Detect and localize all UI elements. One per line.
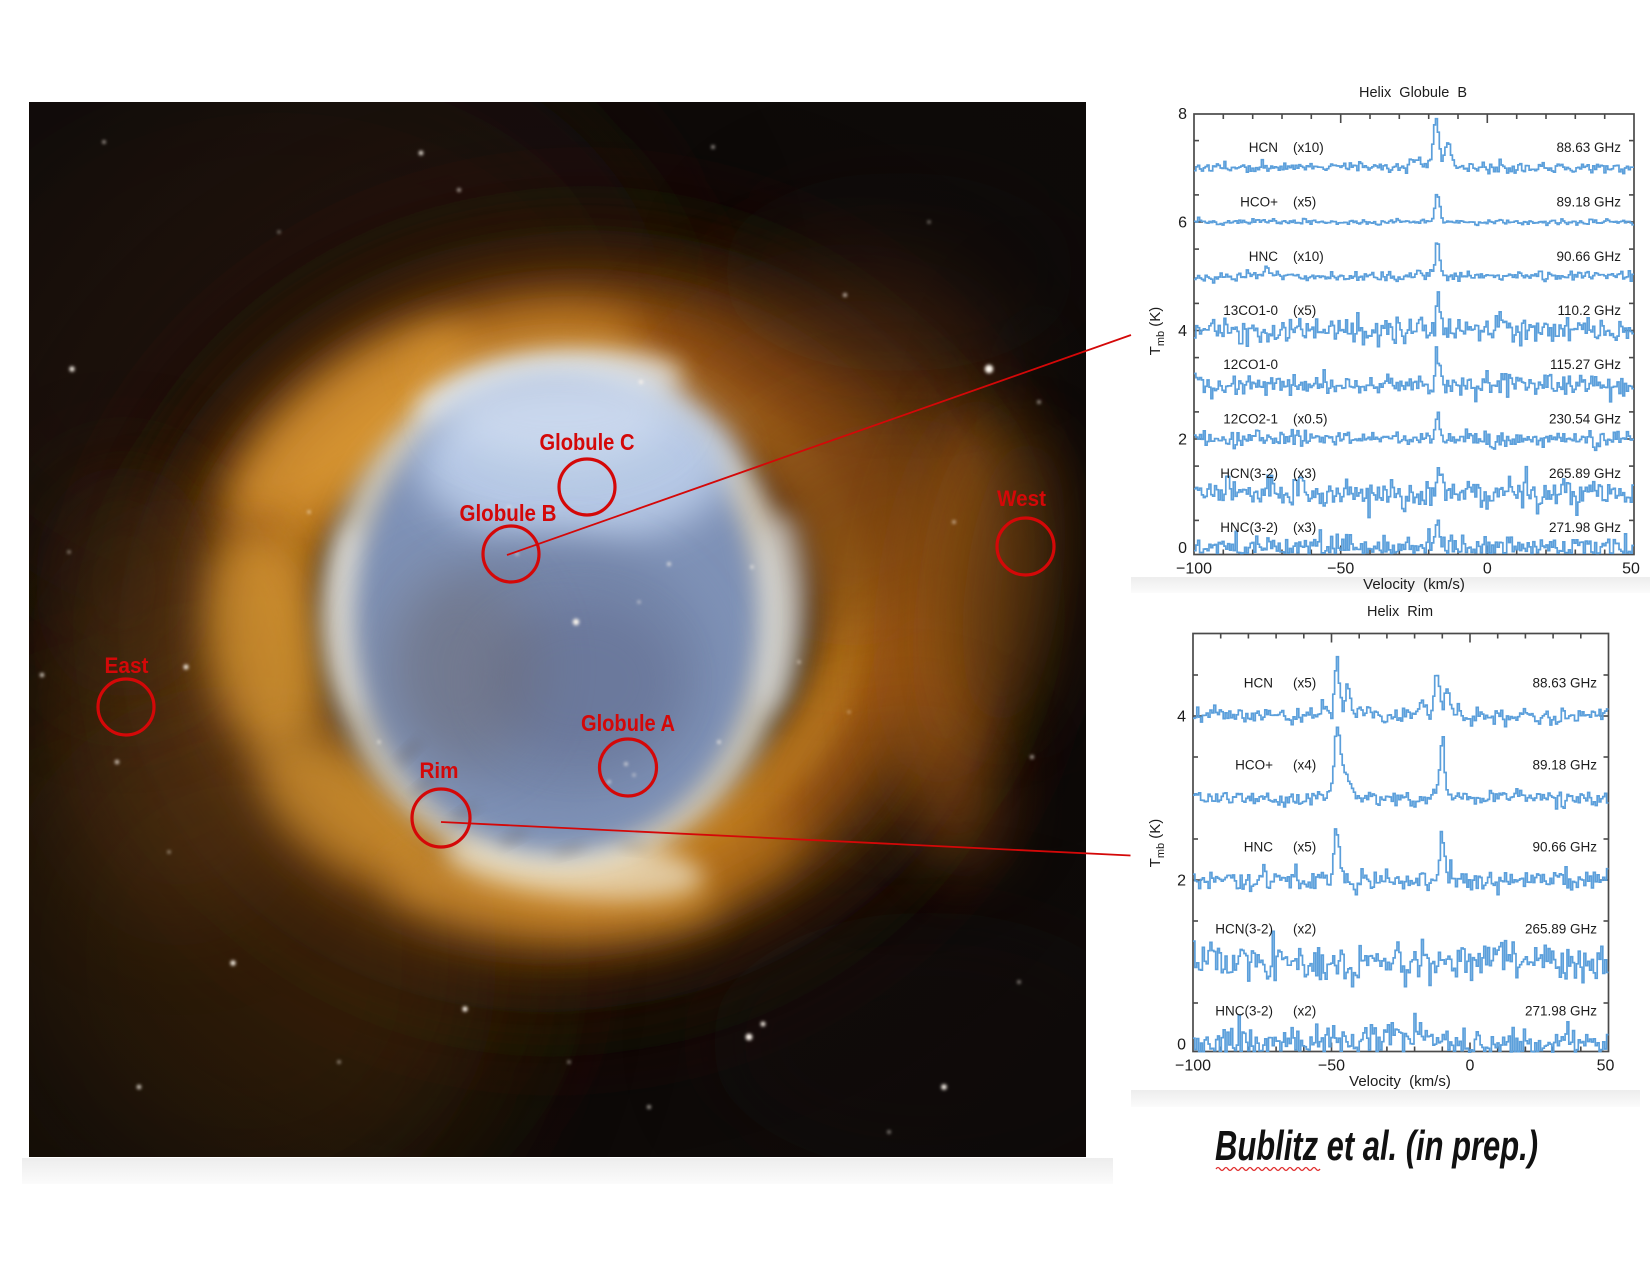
svg-text:88.63 GHz: 88.63 GHz [1556, 140, 1621, 155]
svg-text:Globule A: Globule A [581, 710, 675, 736]
svg-text:0: 0 [1483, 561, 1492, 578]
svg-text:89.18 GHz: 89.18 GHz [1556, 195, 1621, 210]
svg-text:HCN(3-2): HCN(3-2) [1215, 922, 1273, 937]
svg-text:Velocity (km/s): Velocity (km/s) [1349, 1073, 1451, 1090]
svg-text:0: 0 [1178, 540, 1187, 557]
svg-text:HCO+: HCO+ [1240, 195, 1278, 210]
svg-text:(x3): (x3) [1293, 466, 1316, 481]
svg-text:271.98 GHz: 271.98 GHz [1549, 520, 1621, 535]
svg-text:Rim: Rim [420, 758, 459, 783]
svg-text:115.27 GHz: 115.27 GHz [1550, 357, 1621, 372]
svg-text:−50: −50 [1327, 561, 1354, 578]
svg-text:265.89 GHz: 265.89 GHz [1549, 466, 1621, 481]
svg-text:−50: −50 [1318, 1058, 1345, 1075]
svg-text:(x5): (x5) [1293, 676, 1316, 691]
svg-text:265.89 GHz: 265.89 GHz [1525, 922, 1597, 937]
svg-text:2: 2 [1177, 873, 1186, 890]
svg-text:12CO1-0: 12CO1-0 [1223, 357, 1278, 372]
svg-text:88.63 GHz: 88.63 GHz [1532, 676, 1597, 691]
svg-text:HNC: HNC [1244, 840, 1273, 855]
svg-text:HCN(3-2): HCN(3-2) [1220, 466, 1278, 481]
svg-text:(x2): (x2) [1293, 922, 1316, 937]
svg-text:Bublitz et al. (in prep.): Bublitz et al. (in prep.) [1215, 1122, 1538, 1169]
svg-text:(x5): (x5) [1293, 303, 1316, 318]
svg-text:(x3): (x3) [1293, 520, 1316, 535]
svg-text:(x0.5): (x0.5) [1293, 412, 1328, 427]
svg-text:HNC(3-2): HNC(3-2) [1220, 520, 1278, 535]
svg-text:Tmb (K): Tmb (K) [1147, 307, 1167, 356]
svg-text:0: 0 [1466, 1058, 1475, 1075]
svg-text:Globule C: Globule C [540, 429, 635, 455]
svg-text:Globule B: Globule B [460, 500, 557, 526]
svg-text:HCN: HCN [1244, 676, 1273, 691]
svg-text:89.18 GHz: 89.18 GHz [1532, 758, 1597, 773]
svg-text:Tmb (K): Tmb (K) [1147, 819, 1167, 868]
svg-text:50: 50 [1622, 561, 1640, 578]
svg-text:−100: −100 [1175, 1058, 1211, 1075]
svg-text:90.66 GHz: 90.66 GHz [1532, 840, 1597, 855]
svg-text:(x4): (x4) [1293, 758, 1316, 773]
svg-text:East: East [105, 653, 150, 678]
svg-text:HCN: HCN [1249, 140, 1278, 155]
svg-text:Helix Globule B: Helix Globule B [1359, 85, 1467, 101]
svg-text:8: 8 [1178, 106, 1187, 123]
svg-text:HCO+: HCO+ [1235, 758, 1273, 773]
svg-text:HNC(3-2): HNC(3-2) [1215, 1004, 1273, 1019]
svg-text:230.54 GHz: 230.54 GHz [1549, 412, 1621, 427]
svg-text:(x10): (x10) [1293, 140, 1324, 155]
svg-text:13CO1-0: 13CO1-0 [1223, 303, 1278, 318]
svg-text:12CO2-1: 12CO2-1 [1223, 412, 1278, 427]
svg-text:0: 0 [1177, 1037, 1186, 1054]
svg-text:6: 6 [1178, 215, 1187, 232]
svg-text:4: 4 [1178, 323, 1187, 340]
svg-text:(x5): (x5) [1293, 195, 1316, 210]
svg-text:(x2): (x2) [1293, 1004, 1316, 1019]
svg-text:HNC: HNC [1249, 249, 1278, 264]
svg-text:Helix Rim: Helix Rim [1367, 604, 1433, 620]
svg-text:−100: −100 [1176, 561, 1212, 578]
svg-text:271.98 GHz: 271.98 GHz [1525, 1004, 1597, 1019]
svg-text:(x5): (x5) [1293, 840, 1316, 855]
svg-text:110.2 GHz: 110.2 GHz [1557, 303, 1621, 318]
svg-text:2: 2 [1178, 432, 1187, 449]
svg-text:Velocity (km/s): Velocity (km/s) [1363, 576, 1465, 593]
svg-text:4: 4 [1177, 709, 1186, 726]
svg-text:West: West [997, 486, 1047, 511]
svg-text:90.66 GHz: 90.66 GHz [1556, 249, 1621, 264]
svg-text:50: 50 [1597, 1058, 1615, 1075]
svg-text:(x10): (x10) [1293, 249, 1324, 264]
